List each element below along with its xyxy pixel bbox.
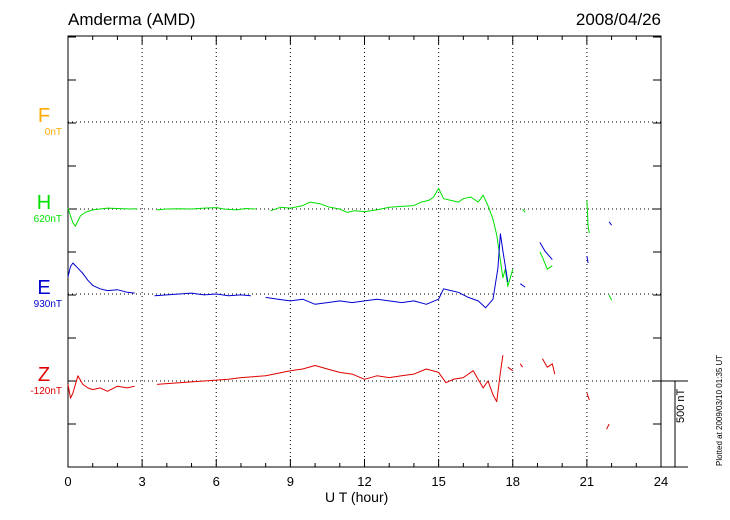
series-Z-segment-6 [606,423,610,430]
x-tick-label-9: 9 [286,474,294,489]
series-H-segment-2 [270,187,514,287]
x-tick-label-18: 18 [505,474,520,489]
series-Z-segment-1 [156,355,504,403]
component-base-H: 620nT [33,214,62,225]
date-title: 2008/04/26 [575,10,661,29]
x-tick-label-21: 21 [579,474,595,489]
x-tick-label-15: 15 [431,474,446,489]
component-base-E: 930nT [33,299,62,310]
scale-bar-label: 500 nT [675,388,687,423]
series-Z-segment-4 [541,358,556,375]
series-E-segment-3 [519,283,526,288]
plotted-timestamp: Plotted at 2009/03/10 01:35 UT [715,354,724,466]
x-tick-label-12: 12 [357,474,372,489]
series-E-segment-0 [67,262,135,294]
series-E-segment-1 [154,292,251,297]
series-Z-segment-2 [507,366,514,372]
series-H-segment-6 [608,294,613,301]
series-E-segment-6 [608,221,613,226]
series-H-segment-4 [539,251,553,270]
series-E-segment-2 [265,233,509,309]
series-H-segment-1 [156,207,256,211]
series-H-segment-5 [586,200,590,234]
station-title: Amderma (AMD) [68,10,196,29]
component-letter-F: F [37,105,51,127]
component-base-Z: -120nT [30,386,62,397]
series-Z-segment-5 [586,392,590,401]
x-tick-label-3: 3 [138,474,146,489]
plot-frame [67,35,662,468]
plot-grid [68,36,661,467]
component-letter-Z: Z [37,364,51,386]
series-E-segment-4 [539,242,553,260]
series-Z-segment-3 [519,363,524,368]
x-tick-label-24: 24 [653,474,669,489]
component-letter-H: H [36,192,52,214]
x-axis-label: U T (hour) [325,489,389,505]
x-tick-label-0: 0 [64,474,72,489]
scale-bar [661,380,688,468]
series-H-segment-0 [67,207,138,227]
component-base-F: 0nT [44,127,62,138]
x-tick-label-6: 6 [212,474,220,489]
series-H-segment-3 [522,208,526,213]
series-E-segment-5 [586,256,589,264]
component-letter-E: E [37,277,51,299]
plot-series [67,187,613,430]
series-Z-segment-0 [67,375,135,399]
